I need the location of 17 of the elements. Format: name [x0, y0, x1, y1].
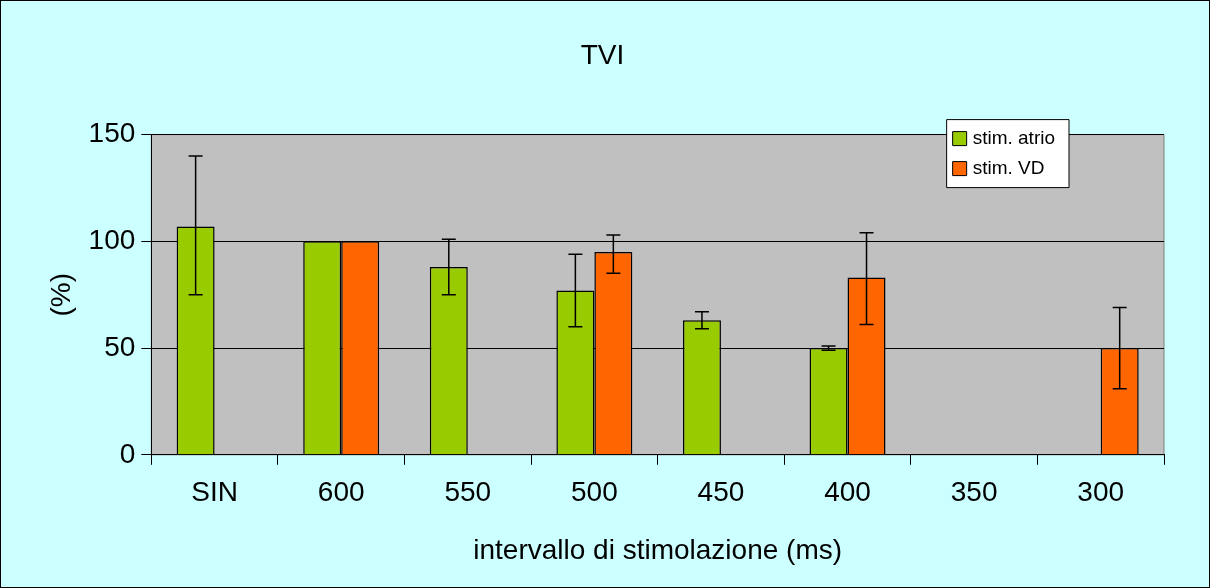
y-tick-label: 100 — [88, 224, 136, 256]
x-axis-title: intervallo di stimolazione (ms) — [473, 533, 843, 565]
x-tick-label: SIN — [191, 476, 238, 508]
legend-label: stim. VD — [972, 156, 1045, 178]
y-axis-title: (%) — [44, 272, 76, 317]
x-tick-label: 300 — [1077, 476, 1125, 508]
legend-label: stim. atrio — [972, 126, 1056, 148]
y-tick-label: 150 — [88, 117, 136, 149]
x-tick-label: 550 — [444, 476, 492, 508]
chart-title: TVI — [580, 38, 625, 70]
y-tick-label: 0 — [119, 437, 136, 469]
y-tick-label: 50 — [104, 330, 136, 362]
x-tick-label: 400 — [824, 476, 871, 508]
x-tick-label: 350 — [950, 476, 998, 508]
x-tick-label: 500 — [571, 476, 618, 508]
x-tick-label: 600 — [317, 476, 365, 508]
x-tick-label: 450 — [697, 476, 745, 508]
